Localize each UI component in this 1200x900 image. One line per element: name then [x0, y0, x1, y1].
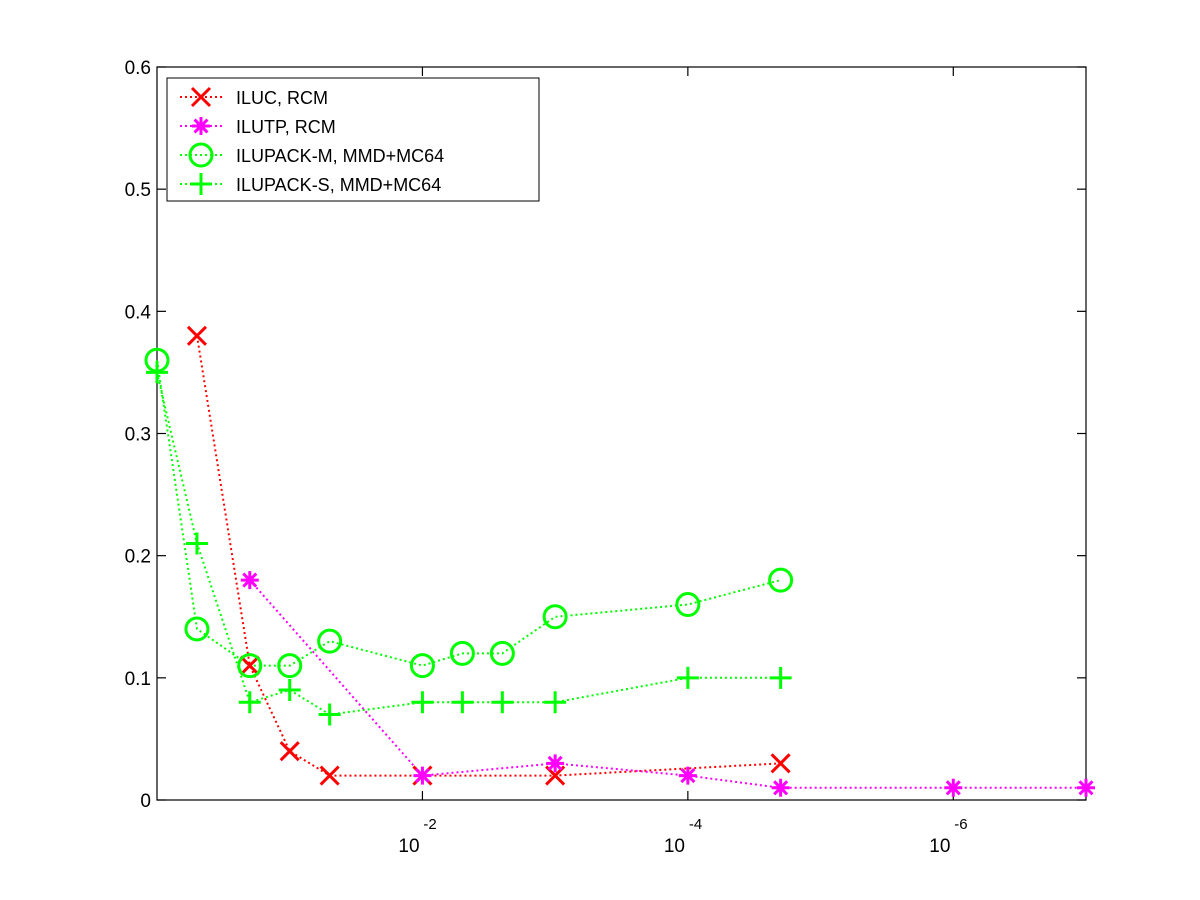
data-point-series-2: [413, 766, 432, 785]
data-point-series-1: [186, 325, 208, 346]
legend-label-4: ILUPACK-S, MMD+MC64: [236, 175, 441, 195]
y-tick-label: 0.6: [125, 58, 151, 79]
data-point-series-3: [675, 592, 701, 618]
y-tick-label: 0.3: [125, 425, 151, 446]
data-point-series-4: [411, 691, 434, 714]
data-point-series-4: [185, 532, 208, 555]
data-point-series-2: [1077, 778, 1095, 797]
data-point-series-3: [409, 653, 435, 679]
data-point-series-4: [278, 679, 301, 702]
data-point-series-2: [771, 778, 790, 797]
series-markers: [144, 325, 1095, 797]
y-tick-label: 0.4: [125, 302, 152, 323]
legend-marker-3: [188, 142, 214, 168]
data-point-series-3: [489, 640, 515, 666]
data-point-series-3: [184, 616, 210, 642]
legend-marker-2: [192, 117, 210, 135]
legend-label-1: ILUC, RCM: [236, 88, 328, 108]
data-point-series-3: [449, 640, 475, 666]
data-point-series-2: [546, 754, 565, 773]
data-point-series-3: [768, 567, 794, 593]
data-point-series-4: [451, 691, 474, 714]
data-point-series-4: [491, 691, 514, 714]
x-tick-label-exponent: -4: [689, 816, 702, 833]
data-point-series-3: [317, 628, 343, 654]
data-point-series-1: [770, 753, 791, 774]
data-point-series-4: [544, 691, 567, 714]
y-tick-label: 0.1: [125, 669, 151, 690]
data-point-series-1: [319, 765, 340, 786]
legend-marker-1: [190, 86, 212, 108]
data-point-series-4: [146, 361, 168, 384]
data-point-series-3: [277, 653, 303, 679]
data-point-series-3: [542, 604, 568, 630]
data-point-series-2: [944, 778, 963, 797]
data-point-series-4: [318, 703, 341, 726]
legend: ILUC, RCM ILUTP, RCM ILUPACK-M, MMD+MC64 IL…: [166, 77, 540, 202]
legend-marker-4: [190, 173, 212, 195]
legend-label-2: ILUTP, RCM: [236, 117, 336, 137]
data-point-series-1: [279, 741, 300, 762]
x-tick-label-exponent: -6: [954, 816, 967, 833]
y-tick-label: 0.2: [125, 547, 151, 568]
data-point-series-3: [237, 653, 263, 679]
x-tick-label-base: 10: [664, 836, 685, 857]
data-point-series-2: [240, 571, 259, 590]
y-tick-label: 0.5: [125, 180, 151, 201]
x-tick-label-base: 10: [929, 836, 950, 857]
x-tick-label-base: 10: [398, 836, 419, 857]
y-tick-label: 0: [140, 791, 151, 812]
data-point-series-4: [769, 666, 792, 689]
data-point-series-4: [676, 666, 699, 689]
legend-label-3: ILUPACK-M, MMD+MC64: [236, 146, 444, 166]
data-point-series-4: [238, 691, 261, 714]
data-point-series-2: [678, 766, 697, 785]
axis-ticks: 00.10.20.30.40.50.610-210-410-6: [125, 58, 1086, 857]
data-point-series-1: [239, 655, 260, 676]
x-tick-label-exponent: -2: [423, 816, 436, 833]
legend-box: [166, 77, 540, 202]
